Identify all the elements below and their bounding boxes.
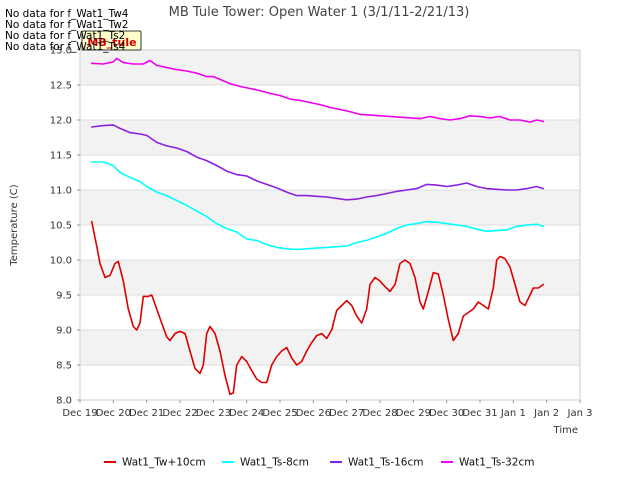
legend-entry: Wat1_Tw+10cm — [122, 457, 206, 469]
y-tick-label: 9.5 — [56, 291, 72, 302]
plot-band — [80, 155, 580, 190]
plot-band — [80, 120, 580, 155]
y-tick-label: 9.0 — [56, 326, 72, 337]
x-tick-label: Dec 29 — [396, 408, 431, 419]
plot-band — [80, 365, 580, 400]
x-tick-label: Dec 26 — [296, 408, 331, 419]
x-tick-label: Dec 30 — [429, 408, 464, 419]
x-tick-label: Dec 21 — [129, 408, 164, 419]
no-data-message: No data for f_Wat1_Tw4 — [5, 8, 129, 20]
y-tick-label: 11.0 — [50, 186, 72, 197]
no-data-message: No data for f_Wat1_Tw2 — [5, 19, 129, 31]
y-tick-label: 10.0 — [50, 256, 72, 267]
x-axis-label: Time — [553, 425, 578, 436]
legend-entry: Wat1_Ts-32cm — [459, 457, 535, 469]
x-tick-label: Dec 31 — [462, 408, 497, 419]
no-data-message: No data for f_Wat1_Ts4 — [5, 41, 126, 53]
plot-band — [80, 85, 580, 120]
y-tick-label: 13.0 — [50, 46, 72, 57]
x-tick-label: Dec 23 — [196, 408, 231, 419]
series-line — [90, 124, 545, 201]
y-tick-label: 11.5 — [50, 151, 72, 162]
series-line — [90, 57, 545, 123]
x-tick-label: Dec 19 — [62, 408, 97, 419]
legend-entry: Wat1_Ts-16cm — [348, 457, 424, 469]
data-series — [90, 57, 545, 396]
legend: Wat1_Tw+10cm Wat1_Ts-8cm Wat1_Ts-16cm Wat1_… — [104, 457, 535, 469]
y-tick-label: 8.5 — [56, 361, 72, 372]
x-tick-label: Jan 1 — [500, 408, 526, 419]
x-tick-label: Dec 25 — [262, 408, 297, 419]
y-axis-ticks: 8.0 8.5 9.0 9.5 10.0 10.5 11.0 11.5 12.0 12.5 13.0 — [50, 46, 80, 407]
x-tick-label: Dec 22 — [162, 408, 197, 419]
series-line — [90, 161, 545, 251]
series-line — [90, 220, 545, 396]
y-axis-label: Temperature (C) — [9, 184, 20, 266]
site-badge: MB_tule — [81, 30, 142, 51]
x-tick-label: Jan 2 — [533, 408, 559, 419]
x-tick-label: Jan 3 — [567, 408, 593, 419]
x-tick-label: Dec 28 — [362, 408, 397, 419]
y-tick-label: 12.0 — [50, 116, 72, 127]
y-tick-label: 10.5 — [50, 221, 72, 232]
plot-band — [80, 260, 580, 295]
plot-band — [80, 190, 580, 225]
legend-entry: Wat1_Ts-8cm — [240, 457, 309, 469]
y-tick-label: 12.5 — [50, 81, 72, 92]
no-data-message: No data for f_Wat1_Ts2 — [5, 30, 126, 42]
y-tick-label: 8.0 — [56, 396, 72, 407]
x-tick-label: Dec 24 — [229, 408, 264, 419]
chart-title: MB Tule Tower: Open Water 1 (3/1/11-2/21… — [169, 5, 470, 20]
badge-label: MB_tule — [87, 36, 136, 49]
plot-band — [80, 295, 580, 330]
plot-band — [80, 330, 580, 365]
x-tick-label: Dec 20 — [96, 408, 131, 419]
x-tick-label: Dec 27 — [329, 408, 364, 419]
plot-band — [80, 50, 580, 85]
